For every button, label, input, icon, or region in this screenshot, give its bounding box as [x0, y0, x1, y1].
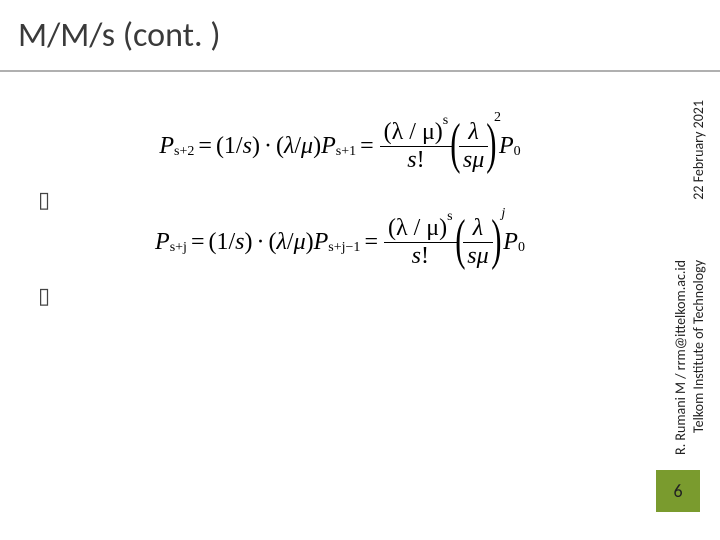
paren: (	[269, 229, 277, 256]
lparen-icon: (	[455, 212, 465, 268]
side-date: 22 February 2021	[690, 100, 708, 200]
sub: s+j−1	[328, 240, 360, 256]
dot: ·	[257, 229, 265, 256]
var-s: s	[235, 229, 244, 256]
numerator: (λ / μ)s	[380, 119, 453, 145]
lambda: λ	[469, 215, 487, 241]
exp: s	[443, 113, 448, 128]
rparen-icon: )	[491, 212, 501, 268]
lparen-icon: (	[450, 116, 460, 172]
side-author: R. Rumani M / rrm@ittelkom.ac.id Telkom …	[672, 260, 708, 455]
sym-p: P	[321, 133, 336, 160]
lambda: λ	[464, 119, 482, 145]
sym-p: P	[314, 229, 329, 256]
author-line-2: Telkom Institute of Technology	[690, 260, 707, 433]
author-line-1: R. Rumani M / rrm@ittelkom.ac.id	[672, 260, 689, 455]
equals: =	[198, 133, 212, 160]
fraction: (λ / μ)s s!	[384, 215, 457, 269]
var-s: s	[243, 133, 252, 160]
bang: !	[421, 243, 429, 269]
slash: /	[287, 229, 294, 256]
formula-1: Ps+2 = (1/s) · (λ / μ) Ps+1 = (λ / μ)s s…	[30, 118, 650, 174]
exp: 2	[494, 110, 501, 126]
page-number-badge: 6	[656, 470, 700, 512]
paren: (	[276, 133, 284, 160]
mu: μ	[477, 243, 489, 269]
bullet-icon: ▯	[38, 282, 48, 292]
base: (λ / μ)	[388, 215, 447, 241]
sub: s+j	[170, 240, 187, 256]
sub: 0	[518, 240, 525, 256]
exp: j	[501, 206, 505, 222]
slide: M/M/s (cont. ) Ps+2 = (1/s) · (λ / μ) Ps…	[0, 0, 720, 540]
sym-p: P	[155, 229, 170, 256]
paren: )	[252, 133, 260, 160]
paren-group: ( λ sμ ) j	[459, 214, 498, 270]
paren: (1/	[216, 133, 243, 160]
sub: s+2	[174, 144, 194, 160]
mu: μ	[472, 147, 484, 173]
header: M/M/s (cont. )	[0, 0, 720, 72]
paren-group: ( λ sμ ) 2	[454, 118, 493, 174]
denominator: s!	[408, 243, 433, 269]
var-s: s	[463, 147, 472, 173]
fraction: λ sμ	[459, 119, 488, 173]
denominator: sμ	[463, 243, 492, 269]
mu: μ	[301, 133, 313, 160]
page-number: 6	[673, 480, 682, 502]
var-s: s	[412, 243, 421, 269]
paren: )	[245, 229, 253, 256]
bullet-icon: ▯	[38, 186, 48, 196]
lambda: λ	[277, 229, 287, 256]
paren: (1/	[208, 229, 235, 256]
denominator: sμ	[459, 147, 488, 173]
paren: )	[306, 229, 314, 256]
exp: s	[447, 209, 452, 224]
var-s: s	[467, 243, 476, 269]
var-s: s	[407, 147, 416, 173]
formula-2: Ps+j = (1/s) · (λ / μ) Ps+j−1 = (λ / μ)s…	[30, 214, 650, 270]
sub: 0	[514, 144, 521, 160]
sym-p: P	[499, 133, 514, 160]
fraction: (λ / μ)s s!	[380, 119, 453, 173]
equals: =	[364, 229, 378, 256]
bang: !	[417, 147, 425, 173]
base: (λ / μ)	[384, 119, 443, 145]
sym-p: P	[503, 229, 518, 256]
denominator: s!	[403, 147, 428, 173]
paren: )	[313, 133, 321, 160]
equals: =	[191, 229, 205, 256]
page-title: M/M/s (cont. )	[18, 15, 221, 56]
dot: ·	[264, 133, 272, 160]
lambda: λ	[284, 133, 294, 160]
slide-body: Ps+2 = (1/s) · (λ / μ) Ps+1 = (λ / μ)s s…	[30, 100, 650, 298]
sub: s+1	[336, 144, 356, 160]
equals: =	[360, 133, 374, 160]
mu: μ	[294, 229, 306, 256]
sym-p: P	[159, 133, 174, 160]
numerator: (λ / μ)s	[384, 215, 457, 241]
fraction: λ sμ	[463, 215, 492, 269]
